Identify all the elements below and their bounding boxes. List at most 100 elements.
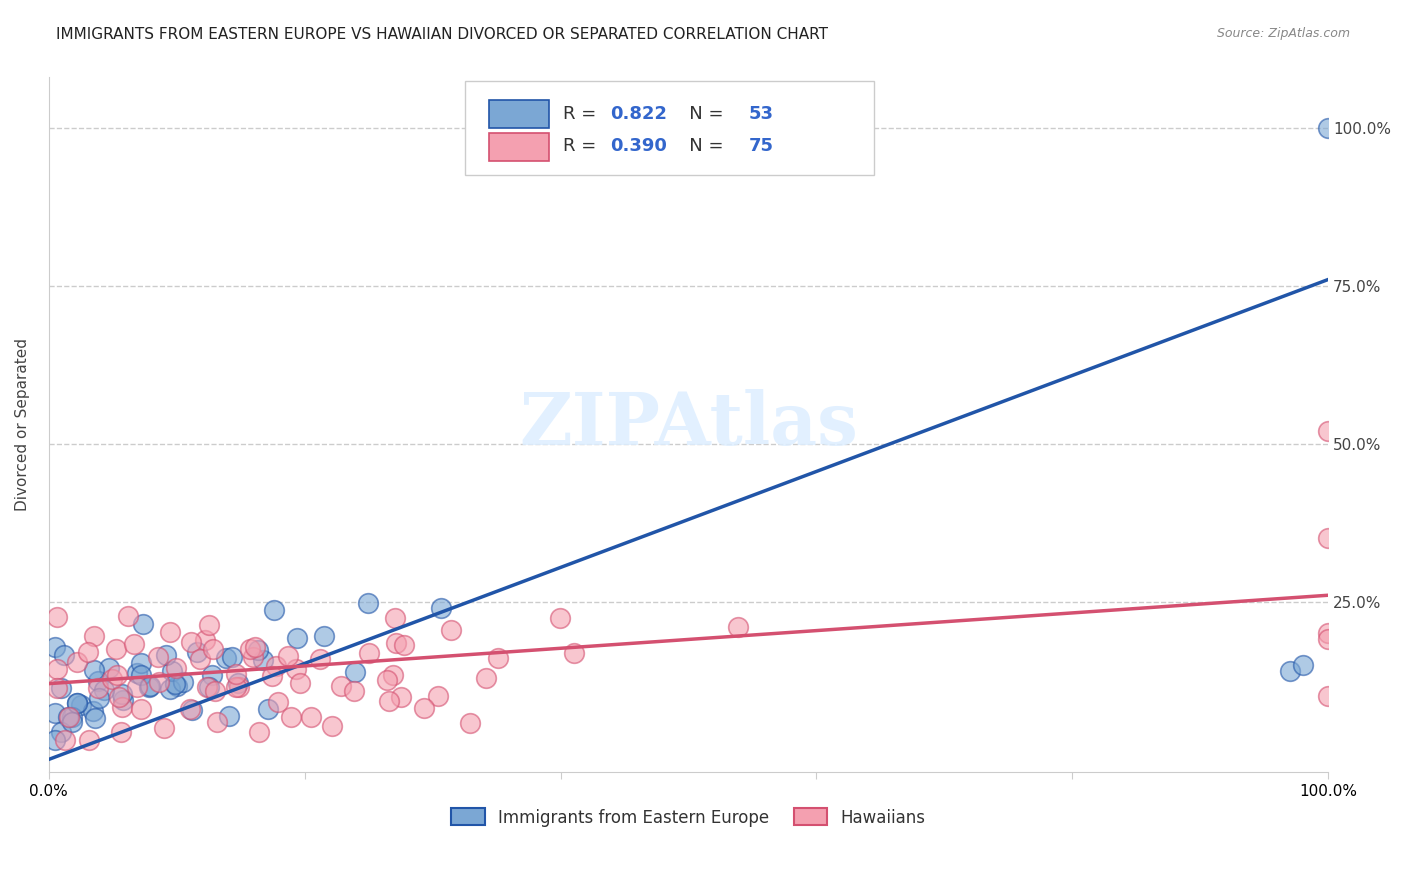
- Point: [87, 681, 110, 696]
- Point: [155, 648, 177, 663]
- Point: [93, 682, 115, 697]
- Point: [214, 651, 236, 665]
- Point: [284, 662, 307, 676]
- Point: [321, 719, 343, 733]
- Point: [148, 649, 170, 664]
- Point: [290, 676, 312, 690]
- Point: [110, 687, 132, 701]
- Point: [165, 661, 187, 675]
- Point: [60, 715, 83, 730]
- Point: [89, 691, 111, 706]
- FancyBboxPatch shape: [489, 133, 548, 161]
- Point: [153, 721, 176, 735]
- Point: [357, 596, 380, 610]
- Text: R =: R =: [562, 137, 602, 155]
- Point: [108, 690, 131, 704]
- Point: [112, 693, 135, 707]
- Point: [343, 665, 366, 680]
- Point: [105, 642, 128, 657]
- Point: [129, 702, 152, 716]
- Text: 53: 53: [748, 104, 773, 122]
- Point: [180, 635, 202, 649]
- Point: [188, 652, 211, 666]
- Point: [46, 681, 69, 695]
- Point: [201, 668, 224, 682]
- Point: [70, 698, 93, 712]
- Point: [389, 690, 412, 704]
- Point: [430, 601, 453, 615]
- Text: Source: ZipAtlas.com: Source: ZipAtlas.com: [1216, 27, 1350, 40]
- Point: [287, 632, 309, 646]
- Point: [53, 648, 76, 662]
- Point: [314, 629, 336, 643]
- Point: [204, 683, 226, 698]
- Point: [79, 733, 101, 747]
- Point: [66, 696, 89, 710]
- Point: [377, 673, 399, 687]
- Point: [83, 629, 105, 643]
- Point: [117, 609, 139, 624]
- Point: [125, 666, 148, 681]
- Point: [138, 680, 160, 694]
- Text: R =: R =: [562, 104, 602, 122]
- Point: [66, 696, 89, 710]
- Point: [1317, 626, 1340, 640]
- Text: IMMIGRANTS FROM EASTERN EUROPE VS HAWAIIAN DIVORCED OR SEPARATED CORRELATION CHA: IMMIGRANTS FROM EASTERN EUROPE VS HAWAII…: [56, 27, 828, 42]
- Point: [44, 640, 66, 654]
- Point: [377, 693, 399, 707]
- Text: 75: 75: [748, 137, 773, 155]
- Point: [181, 703, 204, 717]
- Point: [49, 725, 72, 739]
- Point: [186, 645, 208, 659]
- Text: 0.390: 0.390: [610, 137, 668, 155]
- Point: [111, 700, 134, 714]
- Point: [160, 664, 183, 678]
- Point: [83, 711, 105, 725]
- Point: [1317, 120, 1340, 135]
- Point: [343, 684, 366, 698]
- Point: [277, 649, 299, 664]
- Point: [125, 680, 148, 694]
- Point: [205, 715, 228, 730]
- Point: [148, 674, 170, 689]
- Point: [100, 673, 122, 687]
- Point: [58, 710, 80, 724]
- Point: [179, 702, 201, 716]
- Point: [66, 655, 89, 669]
- Point: [46, 610, 69, 624]
- Point: [267, 695, 290, 709]
- Point: [225, 680, 247, 694]
- Point: [53, 733, 76, 747]
- Text: N =: N =: [672, 137, 730, 155]
- Point: [247, 643, 270, 657]
- Point: [87, 674, 110, 689]
- Point: [247, 725, 270, 739]
- Point: [359, 646, 381, 660]
- Point: [82, 704, 104, 718]
- Text: 0.822: 0.822: [610, 104, 668, 122]
- Point: [129, 668, 152, 682]
- Point: [198, 618, 221, 632]
- Point: [440, 623, 463, 637]
- Point: [58, 710, 80, 724]
- Point: [124, 637, 146, 651]
- Point: [139, 679, 162, 693]
- Point: [46, 662, 69, 676]
- Point: [239, 642, 262, 657]
- Point: [194, 632, 217, 647]
- Point: [62, 710, 84, 724]
- Point: [44, 706, 66, 720]
- FancyBboxPatch shape: [464, 81, 875, 175]
- Point: [475, 671, 498, 685]
- Point: [228, 681, 250, 695]
- Point: [198, 681, 221, 695]
- Point: [427, 690, 450, 704]
- Point: [1317, 632, 1340, 647]
- Point: [221, 650, 243, 665]
- Point: [486, 650, 509, 665]
- Point: [159, 625, 181, 640]
- Point: [202, 641, 225, 656]
- Point: [385, 636, 408, 650]
- Point: [256, 702, 278, 716]
- Point: [413, 700, 436, 714]
